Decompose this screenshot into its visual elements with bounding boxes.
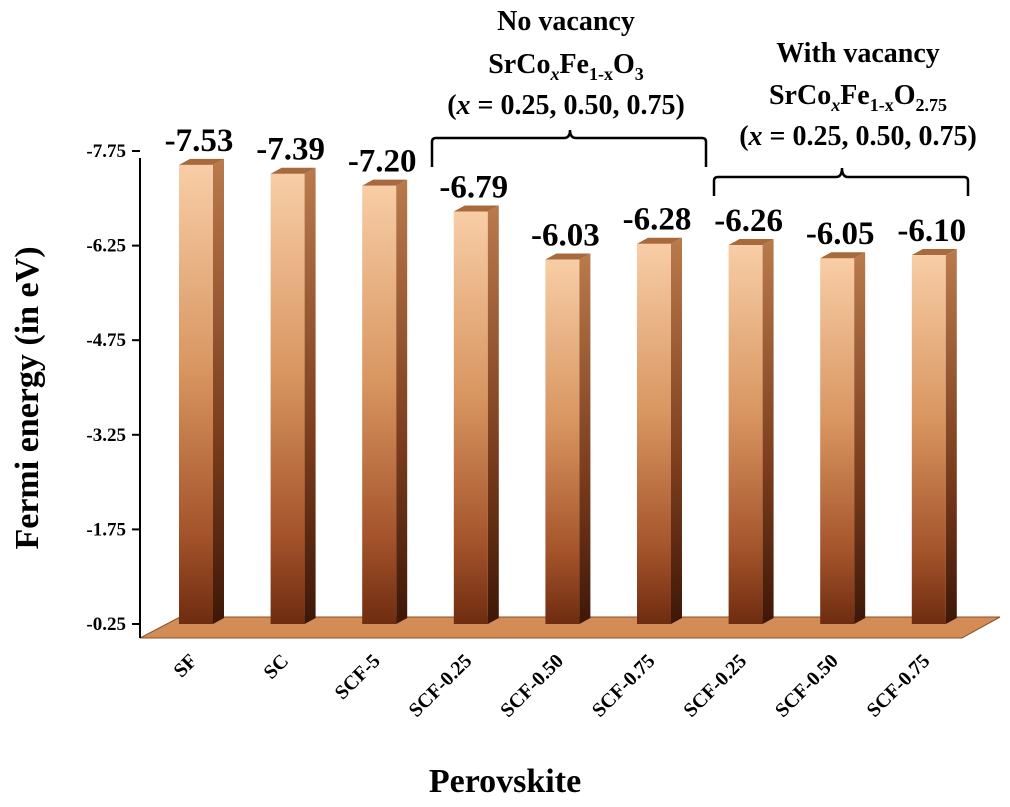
y-axis-title: Fermi energy (in eV) bbox=[9, 246, 46, 549]
no-vacancy-range: (x = 0.25, 0.50, 0.75) bbox=[447, 90, 685, 121]
category-label: SC bbox=[259, 650, 293, 684]
with-vacancy-bracket bbox=[712, 167, 970, 196]
with-vacancy-range: (x = 0.25, 0.50, 0.75) bbox=[739, 121, 977, 152]
category-label: SCF-0.25 bbox=[405, 650, 477, 722]
no-vacancy-formula: SrCoxFe1-xO3 bbox=[488, 49, 644, 84]
value-labels: -7.53 -7.39 -7.20 -6.79 -6.03 -6.28 -6.26 -6.05… bbox=[165, 123, 967, 254]
bar-top bbox=[911, 249, 957, 256]
bar bbox=[453, 205, 499, 624]
bars bbox=[179, 158, 957, 625]
bar-front bbox=[362, 185, 397, 625]
bar bbox=[911, 249, 957, 624]
no-vacancy-title: No vacancy bbox=[497, 6, 635, 37]
bar bbox=[545, 253, 591, 624]
bar bbox=[270, 167, 316, 625]
y-tick-label: -4.75 bbox=[86, 330, 126, 351]
bar-side bbox=[854, 252, 866, 625]
bar bbox=[179, 158, 224, 624]
bar-front bbox=[453, 211, 488, 624]
no-vacancy-bracket bbox=[430, 129, 708, 167]
x-axis-title: Perovskite bbox=[429, 763, 581, 800]
y-tick-label: -3.25 bbox=[86, 425, 126, 446]
bar bbox=[728, 238, 774, 624]
bar-value-label: -6.79 bbox=[439, 170, 508, 206]
y-ticks: -0.25 -1.75 -3.25 -4.75 -6.25 -7.75 bbox=[86, 141, 140, 635]
bar bbox=[637, 237, 682, 624]
bar-side bbox=[304, 167, 316, 625]
category-labels: SF SC SCF-5 SCF-0.25 SCF-0.50 SCF-0.75 SCF-0.2… bbox=[169, 650, 934, 722]
y-tick-label: -7.75 bbox=[86, 141, 126, 162]
bar-value-label: -6.28 bbox=[623, 202, 692, 238]
bar bbox=[362, 179, 408, 625]
annotation-with-vacancy: With vacancy SrCoxFe1-xO2.75 (x = 0.25, … bbox=[712, 38, 977, 196]
bar-top bbox=[270, 167, 316, 174]
y-axis: -0.25 -1.75 -3.25 -4.75 -6.25 -7.75 bbox=[86, 141, 141, 638]
bar-value-label: -7.20 bbox=[348, 144, 417, 180]
category-label: SCF-0.50 bbox=[496, 650, 568, 722]
bar-value-label: -6.05 bbox=[806, 216, 875, 252]
category-label: SCF-5 bbox=[331, 650, 385, 704]
bar-side bbox=[762, 238, 774, 624]
annotation-no-vacancy: No vacancy SrCoxFe1-xO3 (x = 0.25, 0.50,… bbox=[430, 6, 708, 167]
bar-side bbox=[487, 205, 499, 624]
bar-front bbox=[728, 244, 763, 624]
bar-front bbox=[637, 243, 671, 624]
bar-top bbox=[637, 237, 682, 244]
y-tick-label: -1.75 bbox=[86, 519, 126, 540]
bar-value-label: -7.39 bbox=[256, 132, 325, 168]
bar-front bbox=[545, 259, 580, 624]
floor bbox=[139, 616, 1001, 639]
bar-side bbox=[396, 179, 408, 625]
bar-value-label: -6.03 bbox=[531, 217, 600, 253]
category-label: SF bbox=[169, 650, 201, 682]
bar-value-label: -6.10 bbox=[897, 213, 966, 249]
bar-top bbox=[453, 205, 499, 212]
bar-front bbox=[911, 255, 946, 624]
category-label: SCF-0.75 bbox=[863, 650, 935, 722]
bar-top bbox=[820, 252, 866, 259]
bar-side bbox=[213, 158, 224, 624]
bar-top bbox=[728, 238, 774, 245]
category-label: SCF-0.75 bbox=[588, 650, 660, 722]
category-label: SCF-0.25 bbox=[679, 650, 751, 722]
bar-value-label: -7.53 bbox=[165, 123, 234, 159]
bar-front bbox=[270, 173, 305, 625]
bar-top bbox=[545, 253, 591, 260]
category-label: SCF-0.50 bbox=[771, 650, 843, 722]
chart-floor bbox=[139, 616, 1001, 639]
bar bbox=[820, 252, 866, 625]
bar-side bbox=[671, 237, 682, 624]
bar-top bbox=[362, 179, 408, 186]
bar-side bbox=[945, 249, 957, 624]
y-tick-label: -0.25 bbox=[86, 614, 126, 635]
bar-front bbox=[820, 258, 855, 624]
bar-top bbox=[179, 158, 224, 165]
y-tick-label: -6.25 bbox=[86, 236, 126, 257]
with-vacancy-title: With vacancy bbox=[776, 38, 940, 69]
with-vacancy-formula: SrCoxFe1-xO2.75 bbox=[769, 80, 947, 115]
bar-side bbox=[579, 253, 591, 624]
bar-value-label: -6.26 bbox=[714, 203, 783, 239]
bar-front bbox=[179, 164, 213, 624]
